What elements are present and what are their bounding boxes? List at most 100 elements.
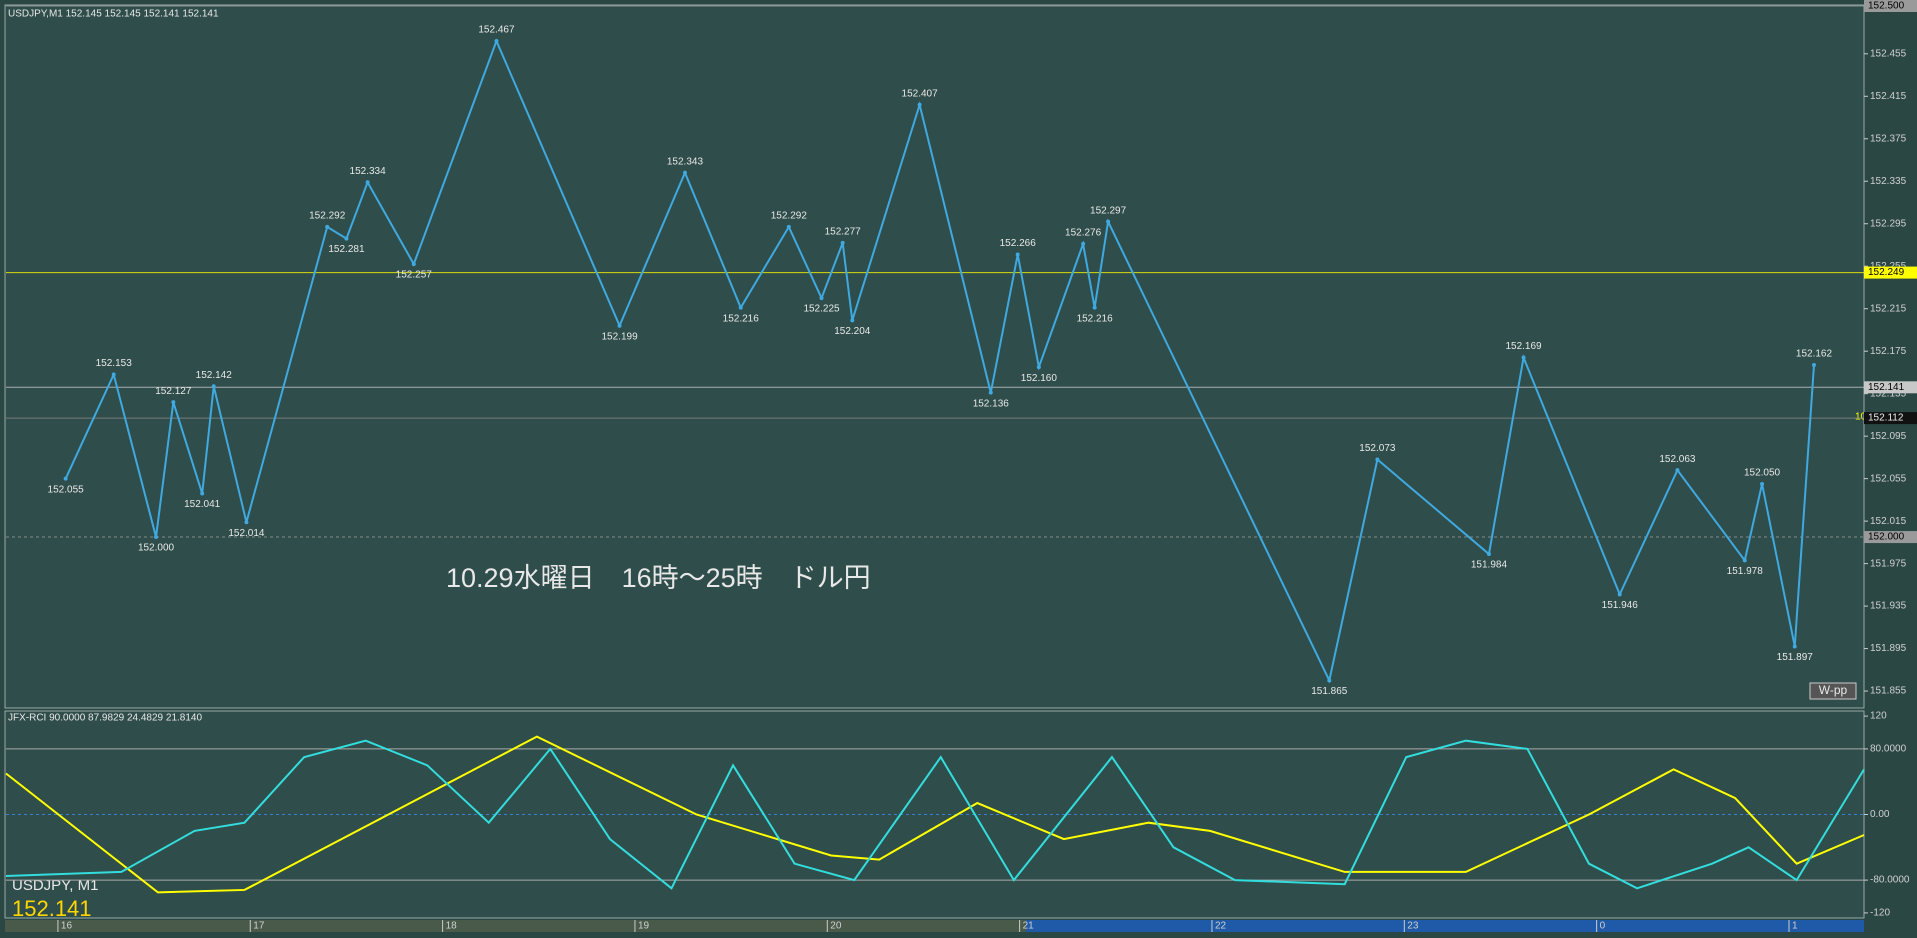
data-label: 152.334	[350, 166, 387, 177]
y-tick-label: -80.0000	[1870, 875, 1910, 886]
time-bar-highlight	[1026, 920, 1864, 932]
y-tick-label: 152.055	[1870, 473, 1907, 484]
price-tag-label: 152.141	[1868, 382, 1905, 393]
swing-point	[344, 236, 349, 241]
y-tick-label: 151.855	[1870, 686, 1907, 697]
price-tag-label: 152.000	[1868, 532, 1905, 543]
x-tick-label: 16	[61, 921, 73, 932]
swing-point	[1742, 558, 1747, 563]
swing-point	[1760, 481, 1765, 486]
x-tick-label: 17	[253, 921, 265, 932]
price-line-series	[64, 38, 1815, 684]
price-tag	[1864, 266, 1917, 279]
price-tag	[1864, 531, 1917, 544]
data-label: 151.946	[1602, 600, 1639, 611]
data-label: 152.467	[478, 25, 515, 36]
swing-point	[917, 102, 922, 107]
price-tag	[1864, 381, 1917, 394]
annotation: 10.29水曜日 16時～25時 ドル円	[446, 563, 871, 593]
count-label: 10	[1855, 412, 1867, 423]
swing-point	[494, 39, 499, 44]
swing-point	[819, 296, 824, 301]
swing-point	[1036, 365, 1041, 370]
y-tick-label: 152.015	[1870, 516, 1907, 527]
y-tick-label: 152.215	[1870, 303, 1907, 314]
marker-box	[1809, 682, 1857, 700]
price-tag-label: 152.500	[1868, 1, 1905, 12]
x-tick-label: 1	[1792, 921, 1798, 932]
price-tag-label: 152.112	[1868, 413, 1904, 424]
y-tick-label: 152.375	[1870, 133, 1907, 144]
x-tick-label: 20	[830, 921, 842, 932]
x-tick-label: 18	[446, 921, 458, 932]
y-tick-label: -120	[1870, 908, 1890, 919]
data-label: 152.169	[1505, 341, 1542, 352]
data-label: 152.225	[803, 304, 840, 315]
swing-point	[786, 224, 791, 229]
swing-point	[200, 491, 205, 496]
swing-point	[1015, 252, 1020, 257]
data-label: 152.162	[1796, 349, 1833, 360]
y-tick-label: 152.415	[1870, 91, 1907, 102]
data-label: 152.297	[1090, 205, 1127, 216]
swing-point	[840, 240, 845, 245]
data-label: 152.127	[155, 386, 192, 397]
swing-point	[63, 476, 68, 481]
data-label: 152.136	[973, 398, 1010, 409]
data-label: 152.216	[1077, 313, 1114, 324]
data-label: 152.407	[902, 88, 939, 99]
price-tag	[1864, 412, 1917, 425]
swing-point	[1521, 355, 1526, 360]
price-tag-label: 152.249	[1868, 267, 1905, 278]
data-label: 152.277	[825, 226, 862, 237]
y-tick-label: 80.0000	[1870, 744, 1907, 755]
marker-label: W-pp	[1819, 683, 1848, 697]
chart-title: USDJPY,M1 152.145 152.145 152.141 152.14…	[8, 9, 219, 20]
swing-point	[1675, 468, 1680, 473]
x-tick-label: 22	[1215, 921, 1227, 932]
data-label: 152.050	[1744, 468, 1781, 479]
symbol-label: USDJPY, M1	[12, 877, 98, 894]
x-tick-label: 21	[1023, 921, 1035, 932]
swing-point	[1106, 219, 1111, 224]
data-label: 152.292	[771, 211, 808, 222]
data-label: 152.000	[138, 543, 175, 554]
swing-point	[1617, 592, 1622, 597]
y-tick-label: 152.135	[1870, 388, 1907, 399]
swing-point	[988, 390, 993, 395]
data-label: 152.292	[309, 211, 346, 222]
swing-point	[1327, 678, 1332, 683]
data-label: 152.142	[196, 370, 233, 381]
y-tick-label: 152.295	[1870, 218, 1907, 229]
last-price-label: 152.141	[12, 896, 92, 921]
swing-point	[325, 224, 330, 229]
swing-point	[617, 323, 622, 328]
y-tick-label: 152.095	[1870, 431, 1907, 442]
swing-point	[111, 372, 116, 377]
swing-point	[1792, 644, 1797, 649]
swing-point	[682, 170, 687, 175]
price-tag	[1864, 0, 1917, 12]
swing-point	[738, 305, 743, 310]
swing-point	[411, 262, 416, 267]
rci-line	[5, 739, 1865, 890]
swing-point	[1811, 362, 1816, 367]
swing-point	[1375, 457, 1380, 462]
rci-title: JFX-RCI 90.0000 87.9829 24.4829 21.8140	[8, 713, 202, 724]
swing-point	[211, 384, 216, 389]
y-tick-label: 152.175	[1870, 346, 1907, 357]
x-tick-label: 19	[638, 921, 650, 932]
y-tick-label: 120	[1870, 711, 1887, 722]
data-label: 152.343	[667, 156, 704, 167]
data-label: 152.281	[328, 244, 365, 255]
y-tick-label: 151.895	[1870, 643, 1907, 654]
swing-point	[1081, 241, 1086, 246]
main-pane	[4, 4, 1865, 709]
y-tick-label: 152.335	[1870, 176, 1907, 187]
swing-point	[365, 180, 370, 185]
data-label: 151.897	[1777, 652, 1814, 663]
y-tick-label: 152.255	[1870, 261, 1907, 272]
data-label: 152.204	[834, 326, 871, 337]
y-tick-label: 0.00	[1870, 809, 1890, 820]
